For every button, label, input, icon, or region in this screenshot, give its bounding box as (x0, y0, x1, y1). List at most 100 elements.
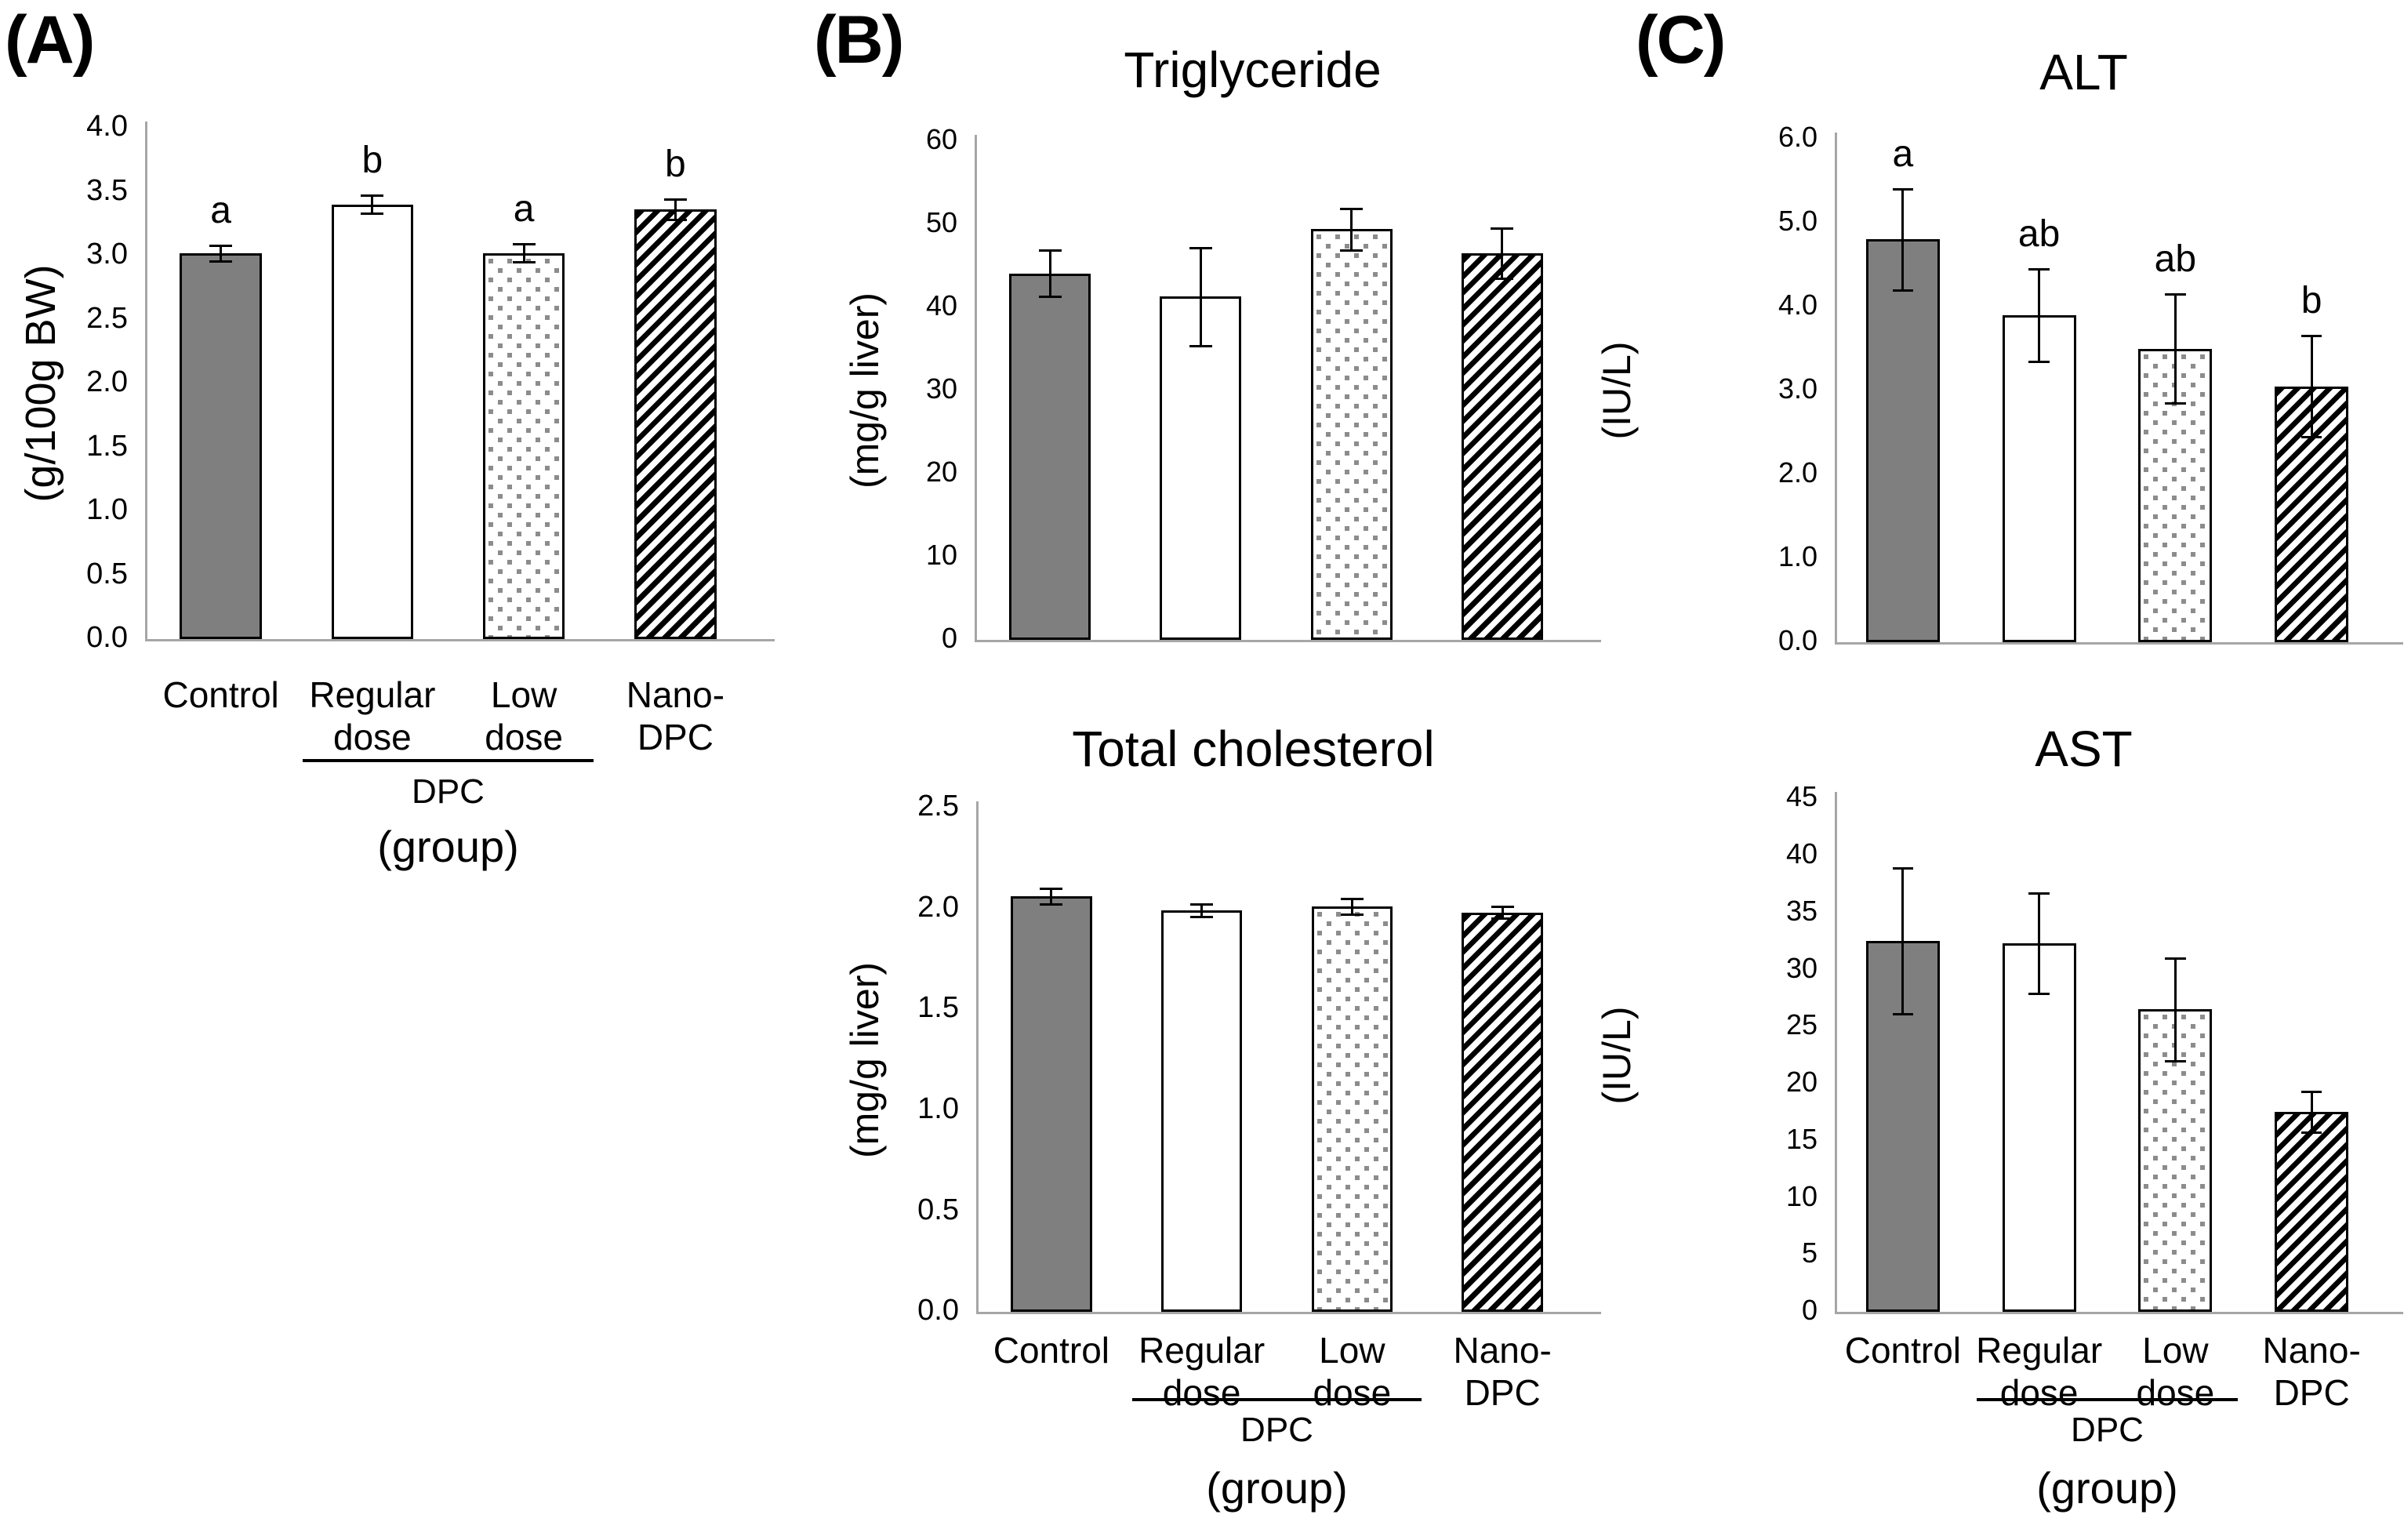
panel-a-weight-error-cap-top-regular-dose (361, 194, 384, 198)
ast-ytick-35: 35 (1785, 894, 1818, 927)
panel-a-weight-sig-letter-nano-dpc: b (665, 143, 686, 186)
panel-a-weight-sig-letter-control: a (210, 189, 231, 231)
alt-sig-letter-low-dose: ab (2154, 238, 2197, 280)
alt-ytick-1-0: 1.0 (1778, 540, 1818, 573)
ast-xlabel-regular-dose: Regular dose (1959, 1329, 2119, 1415)
total-cholesterol-ytick-2-0: 2.0 (917, 890, 959, 924)
panel-a-weight-bar-low-dose (482, 252, 565, 639)
ast-bar-nano-dpc (2275, 1112, 2349, 1312)
ast-error-cap-bottom-control (1892, 1013, 1913, 1016)
triglyceride-bar-low-dose (1310, 229, 1393, 640)
panel-a-weight-ytick-2-5: 2.5 (86, 301, 128, 335)
alt-error-cap-bottom-low-dose (2165, 402, 2186, 405)
panel-a-weight-xlabel-line: Nano- (626, 674, 725, 715)
alt-error-cap-top-nano-dpc (2301, 335, 2322, 338)
alt-bar-regular-dose (2002, 314, 2076, 642)
panel-a-weight-bar-nano-dpc (634, 209, 717, 639)
panel-a-weight-error-cap-bottom-low-dose (512, 261, 536, 264)
panel-a-weight-error-bar-regular-dose (371, 195, 374, 214)
alt-x-axis (1835, 642, 2403, 645)
alt-bar-nano-dpc (2275, 386, 2349, 642)
ast-xlabel-control: Control (1823, 1329, 1983, 1371)
alt-ytick-4-0: 4.0 (1778, 289, 1818, 321)
total-cholesterol-error-bar-nano-dpc (1501, 906, 1504, 919)
ast-xlabel-line: Nano- (2262, 1330, 2361, 1371)
total-cholesterol-error-bar-regular-dose (1200, 904, 1204, 917)
ast-xlabel-line: Low (2142, 1330, 2209, 1371)
triglyceride-ytick-20: 20 (925, 456, 957, 489)
total-cholesterol-xlabel-line: Control (993, 1330, 1110, 1371)
ast-error-cap-top-regular-dose (2028, 892, 2050, 895)
alt-error-bar-low-dose (2173, 293, 2177, 404)
panel-a-weight-ytick-1-0: 1.0 (86, 493, 128, 527)
panel-a-weight-error-bar-low-dose (522, 244, 525, 263)
ast-error-cap-bottom-nano-dpc (2301, 1131, 2322, 1135)
alt-ytick-0-0: 0.0 (1778, 624, 1818, 657)
ast-xlabel-line: dose (2136, 1372, 2215, 1414)
panel-a-weight-xlabel-regular-dose: Regular dose (285, 674, 459, 759)
panel-a-weight-bar-control (180, 252, 262, 639)
alt-error-cap-bottom-nano-dpc (2301, 435, 2322, 438)
triglyceride-bar-nano-dpc (1461, 253, 1543, 640)
total-cholesterol-bar-regular-dose (1160, 910, 1243, 1312)
total-cholesterol-xlabel-control: Control (964, 1329, 1138, 1371)
total-cholesterol-error-cap-top-regular-dose (1190, 903, 1214, 906)
triglyceride-error-bar-nano-dpc (1501, 228, 1504, 278)
ast-error-bar-low-dose (2173, 957, 2177, 1061)
total-cholesterol-xlabel-line: Nano- (1453, 1330, 1552, 1371)
total-cholesterol-xlabel-line: dose (1162, 1372, 1241, 1414)
total-cholesterol-bar-control (1011, 896, 1092, 1312)
panel-a-weight-error-cap-bottom-regular-dose (361, 212, 384, 216)
panel-a-weight-xlabel-nano-dpc: Nano- DPC (588, 674, 763, 759)
panel-a-weight-sig-letter-low-dose: a (513, 188, 535, 231)
triglyceride-ytick-30: 30 (925, 372, 957, 405)
alt-error-cap-bottom-control (1892, 289, 1913, 292)
ast-ytick-15: 15 (1785, 1122, 1818, 1155)
ast-xlabel-line: DPC (2273, 1372, 2350, 1414)
triglyceride-error-cap-bottom-control (1038, 296, 1062, 299)
alt-error-cap-top-regular-dose (2028, 267, 2050, 271)
panel-label-a: (A) (5, 2, 95, 78)
alt-y-axis (1835, 133, 1837, 642)
triglyceride-ytick-60: 60 (925, 123, 957, 156)
total-cholesterol-error-cap-bottom-low-dose (1340, 913, 1364, 917)
panel-a-weight-xlabel-line: dose (485, 717, 563, 758)
alt-error-bar-nano-dpc (2310, 336, 2313, 437)
total-cholesterol-xlabel-nano-dpc: Nano- DPC (1415, 1329, 1589, 1415)
panel-a-weight-xlabel-line: Low (490, 674, 557, 715)
triglyceride-error-cap-bottom-low-dose (1340, 249, 1364, 252)
alt-error-cap-top-control (1892, 188, 1913, 191)
panel-a-weight-error-cap-top-control (209, 244, 233, 247)
panel-a-weight-error-cap-top-low-dose (512, 243, 536, 246)
panel-a-weight-dpc-underline (302, 759, 594, 762)
ast-error-cap-bottom-regular-dose (2028, 992, 2050, 995)
total-cholesterol-xlabel-line: Low (1319, 1330, 1385, 1371)
total-cholesterol-error-cap-bottom-regular-dose (1190, 915, 1214, 918)
total-cholesterol-xlabel-line: DPC (1464, 1372, 1541, 1414)
panel-a-weight-error-bar-nano-dpc (674, 199, 677, 220)
panel-a-weight-ytick-0-0: 0.0 (86, 621, 128, 655)
ast-dpc-label: DPC (2071, 1411, 2144, 1449)
total-cholesterol-ytick-0-5: 0.5 (917, 1193, 959, 1226)
total-cholesterol-dpc-underline (1132, 1398, 1422, 1401)
alt-ytick-3-0: 3.0 (1778, 372, 1818, 405)
total-cholesterol-ylabel: (mg/g liver) (843, 961, 887, 1158)
ast-error-bar-control (1901, 867, 1905, 1015)
panel-a-weight-error-cap-bottom-nano-dpc (663, 219, 687, 222)
triglyceride-error-cap-top-regular-dose (1189, 246, 1212, 249)
triglyceride-ytick-50: 50 (925, 206, 957, 239)
triglyceride-error-bar-regular-dose (1199, 247, 1202, 346)
triglyceride-error-cap-bottom-regular-dose (1189, 344, 1212, 347)
ast-ytick-45: 45 (1785, 780, 1818, 813)
triglyceride-error-cap-bottom-nano-dpc (1491, 277, 1514, 280)
ast-error-cap-bottom-low-dose (2165, 1059, 2186, 1062)
panel-a-weight-ytick-2-0: 2.0 (86, 365, 128, 399)
triglyceride-error-bar-control (1048, 249, 1051, 297)
triglyceride-error-cap-top-nano-dpc (1491, 227, 1514, 231)
total-cholesterol-error-cap-bottom-control (1040, 903, 1063, 906)
panel-a-weight-x-axis (145, 639, 775, 641)
panel-label-b: (B) (814, 2, 904, 78)
ast-x-axis (1835, 1312, 2403, 1314)
total-cholesterol-x-axis (976, 1312, 1601, 1314)
